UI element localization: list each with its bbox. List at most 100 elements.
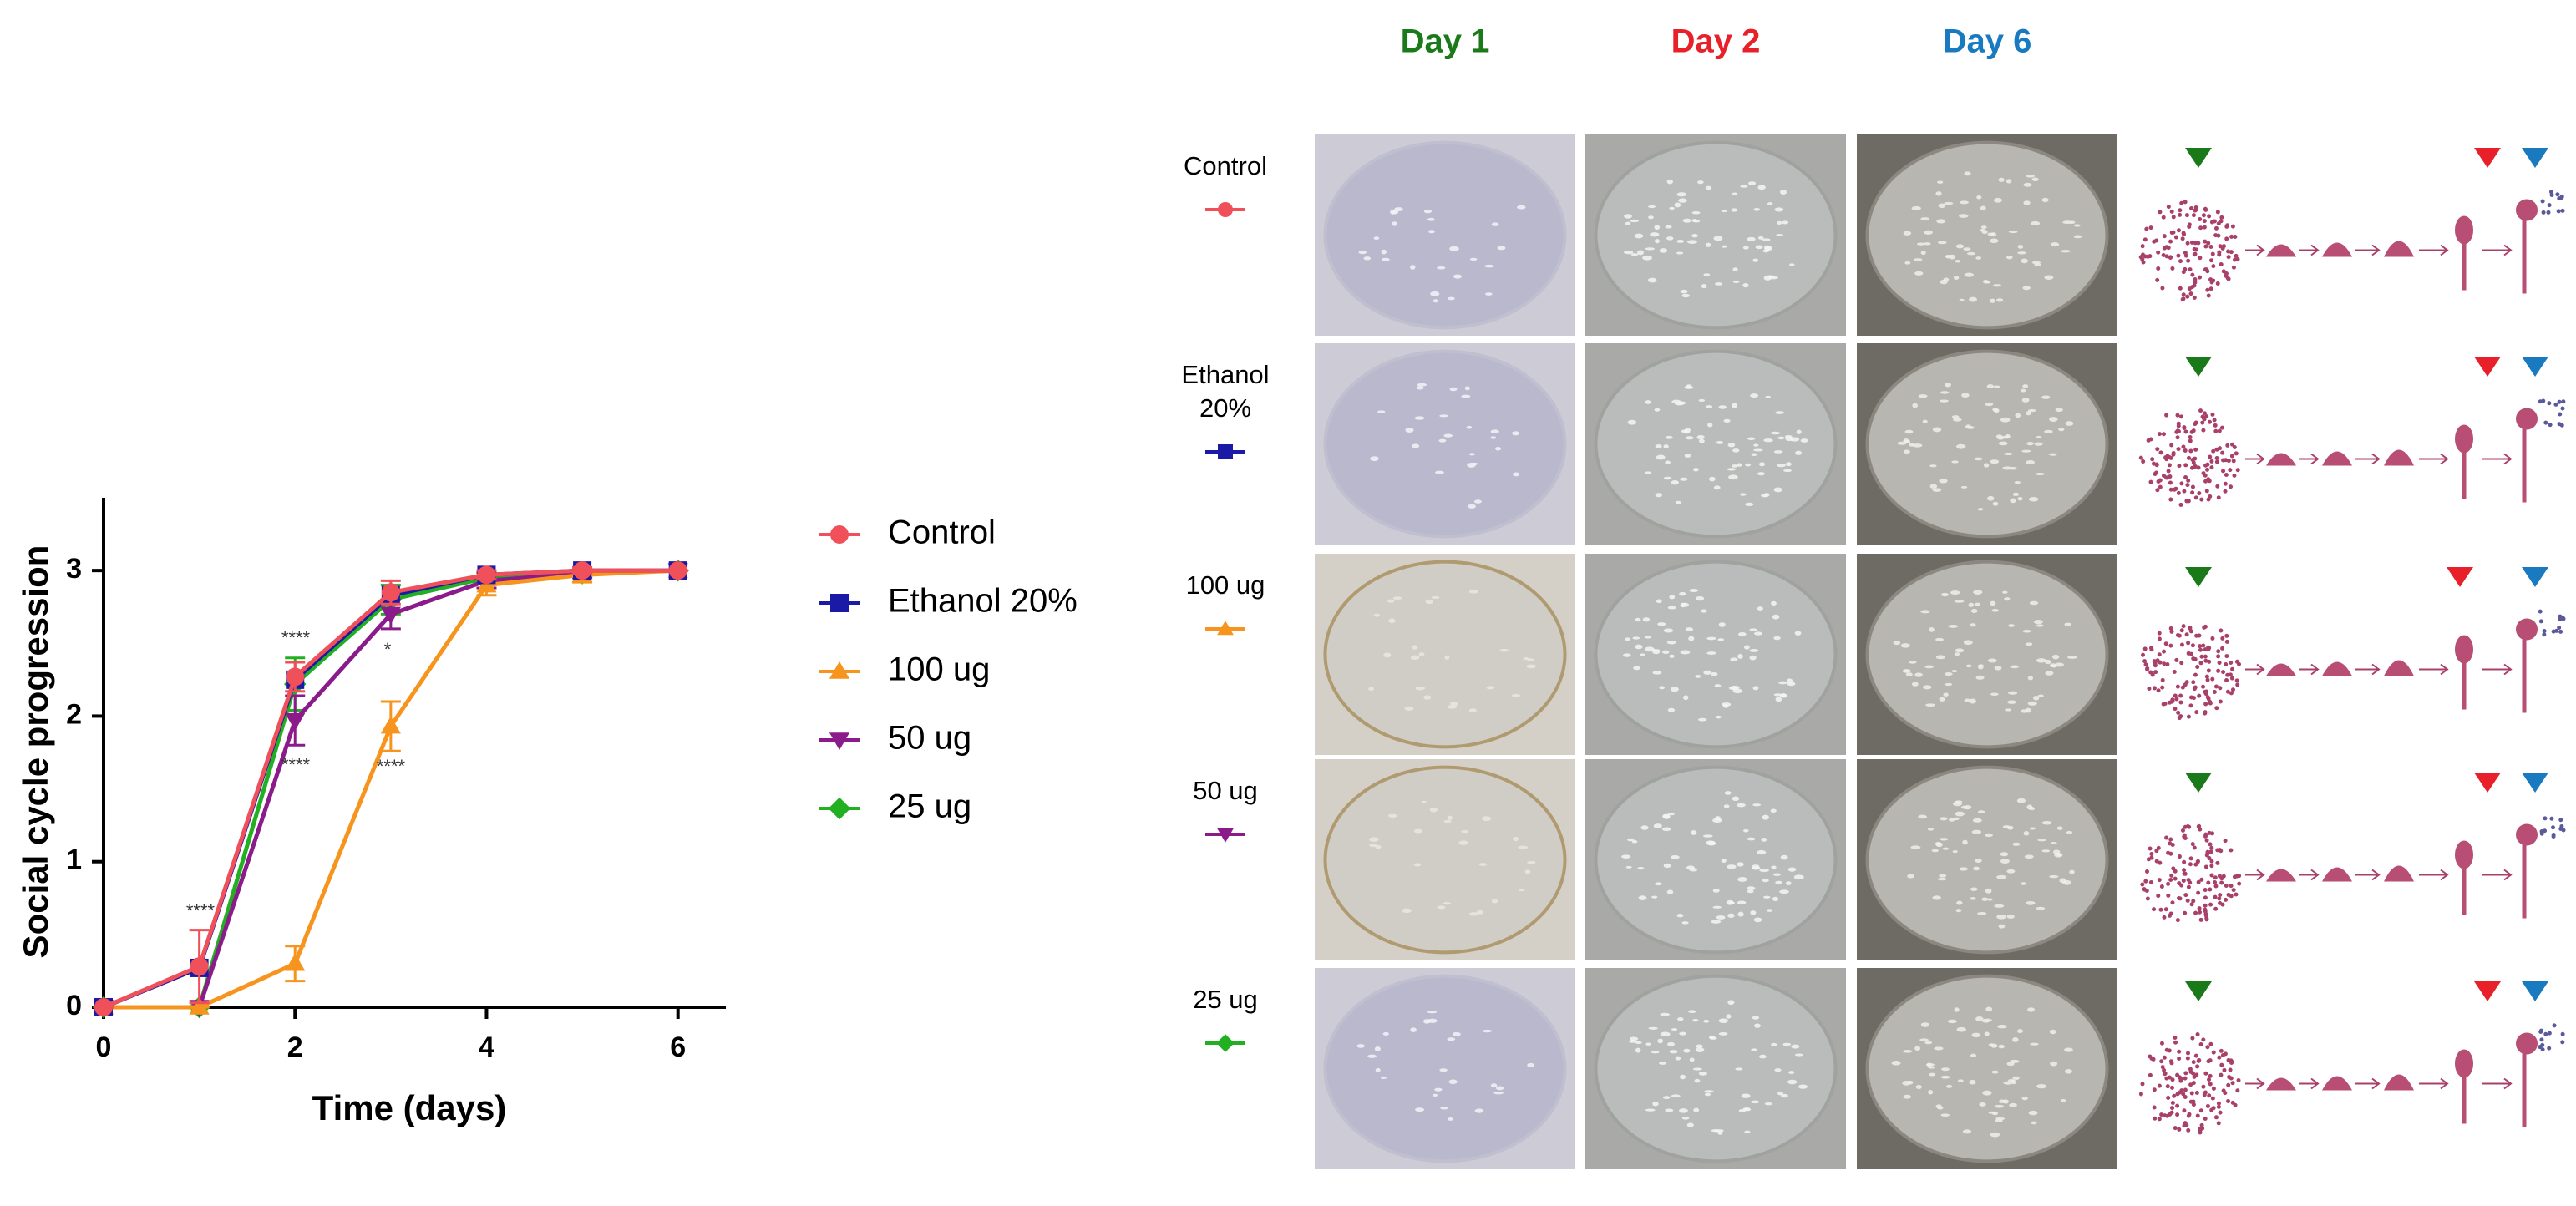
cell	[2213, 875, 2218, 880]
stage-arrowhead	[2522, 357, 2548, 377]
cycle-arrow	[2419, 663, 2449, 676]
cell	[2159, 1112, 2164, 1117]
cell	[2180, 296, 2185, 302]
cycle-arrow	[2355, 453, 2381, 465]
cell	[2183, 893, 2188, 898]
fruiting-head	[2516, 823, 2538, 846]
spore	[2547, 203, 2552, 208]
amoeba	[1712, 888, 1720, 893]
amoeba	[1682, 218, 1691, 223]
stage-arrowhead	[2474, 148, 2501, 168]
spore	[2547, 1031, 2552, 1036]
cell	[2157, 878, 2162, 883]
cell	[2189, 240, 2194, 245]
amoeba	[1970, 1053, 1977, 1058]
marker	[668, 561, 687, 580]
amoeba	[1495, 447, 1501, 451]
amoeba	[2012, 1037, 2019, 1042]
cell	[2182, 871, 2187, 876]
amoeba	[1714, 684, 1722, 688]
amoeba	[1669, 1050, 1678, 1054]
cell	[2177, 881, 2182, 886]
x-tick-label: 2	[287, 1031, 303, 1063]
amoeba	[1919, 1038, 1929, 1041]
amoeba	[1728, 901, 1735, 904]
cell	[2178, 286, 2183, 291]
amoeba	[1972, 818, 1982, 823]
amoeba	[1519, 888, 1525, 892]
cell	[2229, 234, 2234, 239]
amoeba	[1461, 394, 1471, 398]
cell	[2166, 893, 2171, 898]
cell	[2188, 435, 2193, 440]
amoeba	[1473, 499, 1482, 504]
amoeba	[2024, 854, 2034, 859]
cell	[2179, 200, 2184, 205]
spore	[2542, 632, 2547, 637]
legend-label: 50 ug	[888, 720, 971, 757]
significance-label: ****	[186, 900, 216, 921]
amoeba	[1932, 895, 1941, 900]
cell	[2175, 1112, 2180, 1117]
amoeba	[1512, 836, 1519, 842]
amoeba	[2065, 421, 2074, 426]
cell	[2221, 469, 2226, 474]
marker	[285, 712, 306, 731]
cell	[2191, 899, 2196, 904]
amoeba	[2027, 1007, 2035, 1012]
amoeba	[1688, 636, 1695, 641]
amoeba	[1666, 889, 1674, 894]
cycle-arrow	[2245, 663, 2265, 676]
amoeba	[1517, 205, 1526, 210]
cell	[2188, 438, 2193, 443]
amoeba	[1667, 707, 1676, 712]
cycle-arrow	[2419, 1077, 2449, 1090]
cell	[2175, 918, 2180, 923]
cell	[2138, 455, 2143, 460]
cell	[2209, 459, 2214, 464]
cell	[2209, 864, 2214, 869]
amoeba	[1991, 1070, 1999, 1074]
cell	[2206, 1059, 2211, 1064]
cell	[2207, 659, 2212, 664]
marker	[190, 957, 209, 976]
cell	[2216, 1121, 2221, 1126]
marker	[380, 716, 401, 734]
amoeba	[1996, 298, 2004, 302]
amoeba	[1375, 845, 1382, 849]
cell	[2147, 686, 2152, 691]
cell	[2224, 633, 2229, 638]
cell	[2226, 459, 2231, 464]
amoeba	[2026, 174, 2035, 178]
amoeba	[1929, 1072, 1936, 1077]
marker	[1217, 828, 1234, 843]
cell	[2181, 1092, 2186, 1097]
amoeba	[1932, 427, 1942, 433]
cell	[2203, 244, 2208, 249]
cell	[2195, 1064, 2200, 1069]
cell	[2159, 1041, 2164, 1046]
amoeba	[1765, 395, 1772, 398]
amoeba	[1891, 1061, 1901, 1066]
amoeba	[2049, 874, 2059, 879]
amoeba	[2029, 827, 2036, 830]
amoeba	[1677, 401, 1686, 405]
cell	[2224, 884, 2229, 889]
amoeba	[1737, 654, 1743, 659]
cell	[2185, 1051, 2190, 1056]
amoeba	[1654, 239, 1660, 244]
significance-label: ****	[281, 627, 311, 648]
amoeba	[1936, 219, 1946, 224]
amoeba	[1683, 430, 1691, 434]
cell	[2183, 200, 2188, 205]
cycle-arrow	[2482, 1077, 2513, 1090]
amoeba	[1652, 650, 1661, 655]
x-tick-label: 6	[670, 1031, 686, 1063]
amoeba	[1939, 478, 1948, 484]
cell	[2141, 459, 2146, 464]
amoeba	[1727, 1000, 1735, 1006]
amoeba	[1995, 434, 2003, 438]
cell	[2186, 884, 2191, 889]
cell	[2198, 910, 2203, 915]
